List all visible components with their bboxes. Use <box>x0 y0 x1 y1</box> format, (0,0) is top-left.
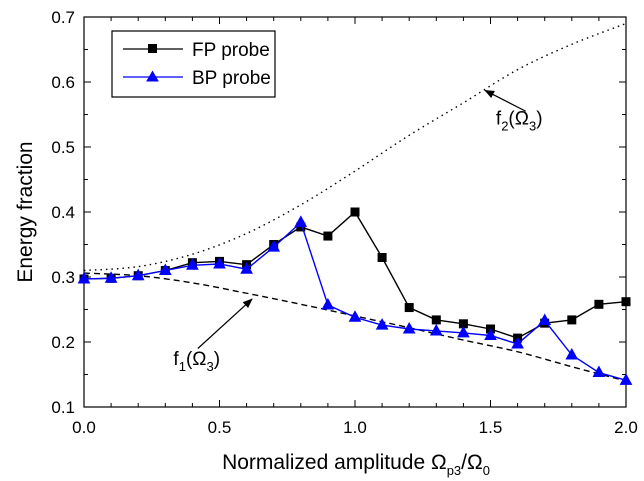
annotation-f2-sub2: 3 <box>529 118 536 133</box>
annotation-f1-pre: f <box>173 349 179 370</box>
annotation-f1-sub2: 3 <box>206 359 213 374</box>
point-fp <box>567 315 577 325</box>
point-fp <box>350 207 360 217</box>
annotation-f2-post: ) <box>536 108 542 129</box>
legend-box <box>111 30 276 98</box>
x-tick-label: 1.0 <box>343 418 367 437</box>
annotation-arrow-f2 <box>484 89 527 112</box>
annotation-label-f2: f2(Ω3) <box>496 108 543 133</box>
series-line-bp <box>83 221 627 382</box>
x-tick-label: 1.5 <box>479 418 503 437</box>
x-tick-label: 0.5 <box>208 418 232 437</box>
x-axis-title-sub2: 0 <box>483 463 490 478</box>
legend-marker-bp <box>146 70 159 82</box>
point-bp <box>321 297 335 310</box>
y-tick-label: 0.2 <box>51 333 75 352</box>
point-fp <box>621 297 631 307</box>
y-axis-title: Energy fraction <box>14 141 37 282</box>
point-bp <box>104 271 118 283</box>
point-bp <box>457 325 470 338</box>
point-bp <box>267 240 281 252</box>
annotation-f2-pre: f <box>496 108 502 129</box>
point-bp <box>538 313 552 326</box>
annotation-arrow-f1 <box>197 298 253 349</box>
point-bp <box>402 321 416 334</box>
point-bp <box>77 271 91 284</box>
point-fp <box>323 231 333 241</box>
x-axis-title-mid: /Ω <box>461 451 483 474</box>
point-bp <box>294 215 308 227</box>
x-axis-title: Normalized amplitude Ωp3/Ω0 <box>222 451 490 478</box>
y-tick-label: 0.3 <box>51 268 75 287</box>
point-bp <box>240 262 253 274</box>
x-tick-label: 0.0 <box>72 418 96 437</box>
point-bp <box>429 323 443 336</box>
point-bp <box>592 365 606 378</box>
point-bp <box>619 373 633 385</box>
x-axis-title-sub1: p3 <box>447 463 461 478</box>
annotation-f2-sub1: 2 <box>501 118 508 133</box>
legend-label-bp: BP probe <box>192 68 271 89</box>
annotation-f1-mid: (Ω <box>186 349 207 370</box>
point-fp <box>377 253 387 262</box>
x-axis-title-main: Normalized amplitude Ω <box>222 451 447 474</box>
point-bp <box>348 310 362 322</box>
point-bp <box>158 263 172 275</box>
x-tick-label: 2.0 <box>614 418 638 437</box>
point-fp <box>404 303 414 313</box>
y-tick-label: 0.5 <box>51 138 75 157</box>
point-bp <box>484 328 497 340</box>
point-fp <box>594 299 604 309</box>
y-tick-label: 0.7 <box>51 8 75 27</box>
y-tick-label: 0.1 <box>51 398 75 417</box>
legend-label-fp: FP probe <box>192 40 270 61</box>
legend-marker-fp <box>148 44 157 53</box>
point-fp <box>431 315 441 325</box>
y-tick-label: 0.4 <box>51 203 75 222</box>
point-fp <box>458 319 468 329</box>
point-bp <box>213 256 226 269</box>
point-bp <box>565 347 579 360</box>
point-bp <box>375 318 389 330</box>
annotation-f2-mid: (Ω <box>508 108 529 129</box>
annotation-f1-sub1: 1 <box>179 359 186 374</box>
f2-curve <box>83 22 627 272</box>
annotation-f1-post: ) <box>214 349 220 370</box>
annotation-label-f1: f1(Ω3) <box>173 349 220 374</box>
point-fp <box>296 222 306 232</box>
legend: FP probe BP probe <box>111 30 276 98</box>
y-tick-label: 0.6 <box>51 73 75 92</box>
point-bp <box>131 268 145 281</box>
point-bp <box>511 336 524 349</box>
point-bp <box>186 258 199 270</box>
